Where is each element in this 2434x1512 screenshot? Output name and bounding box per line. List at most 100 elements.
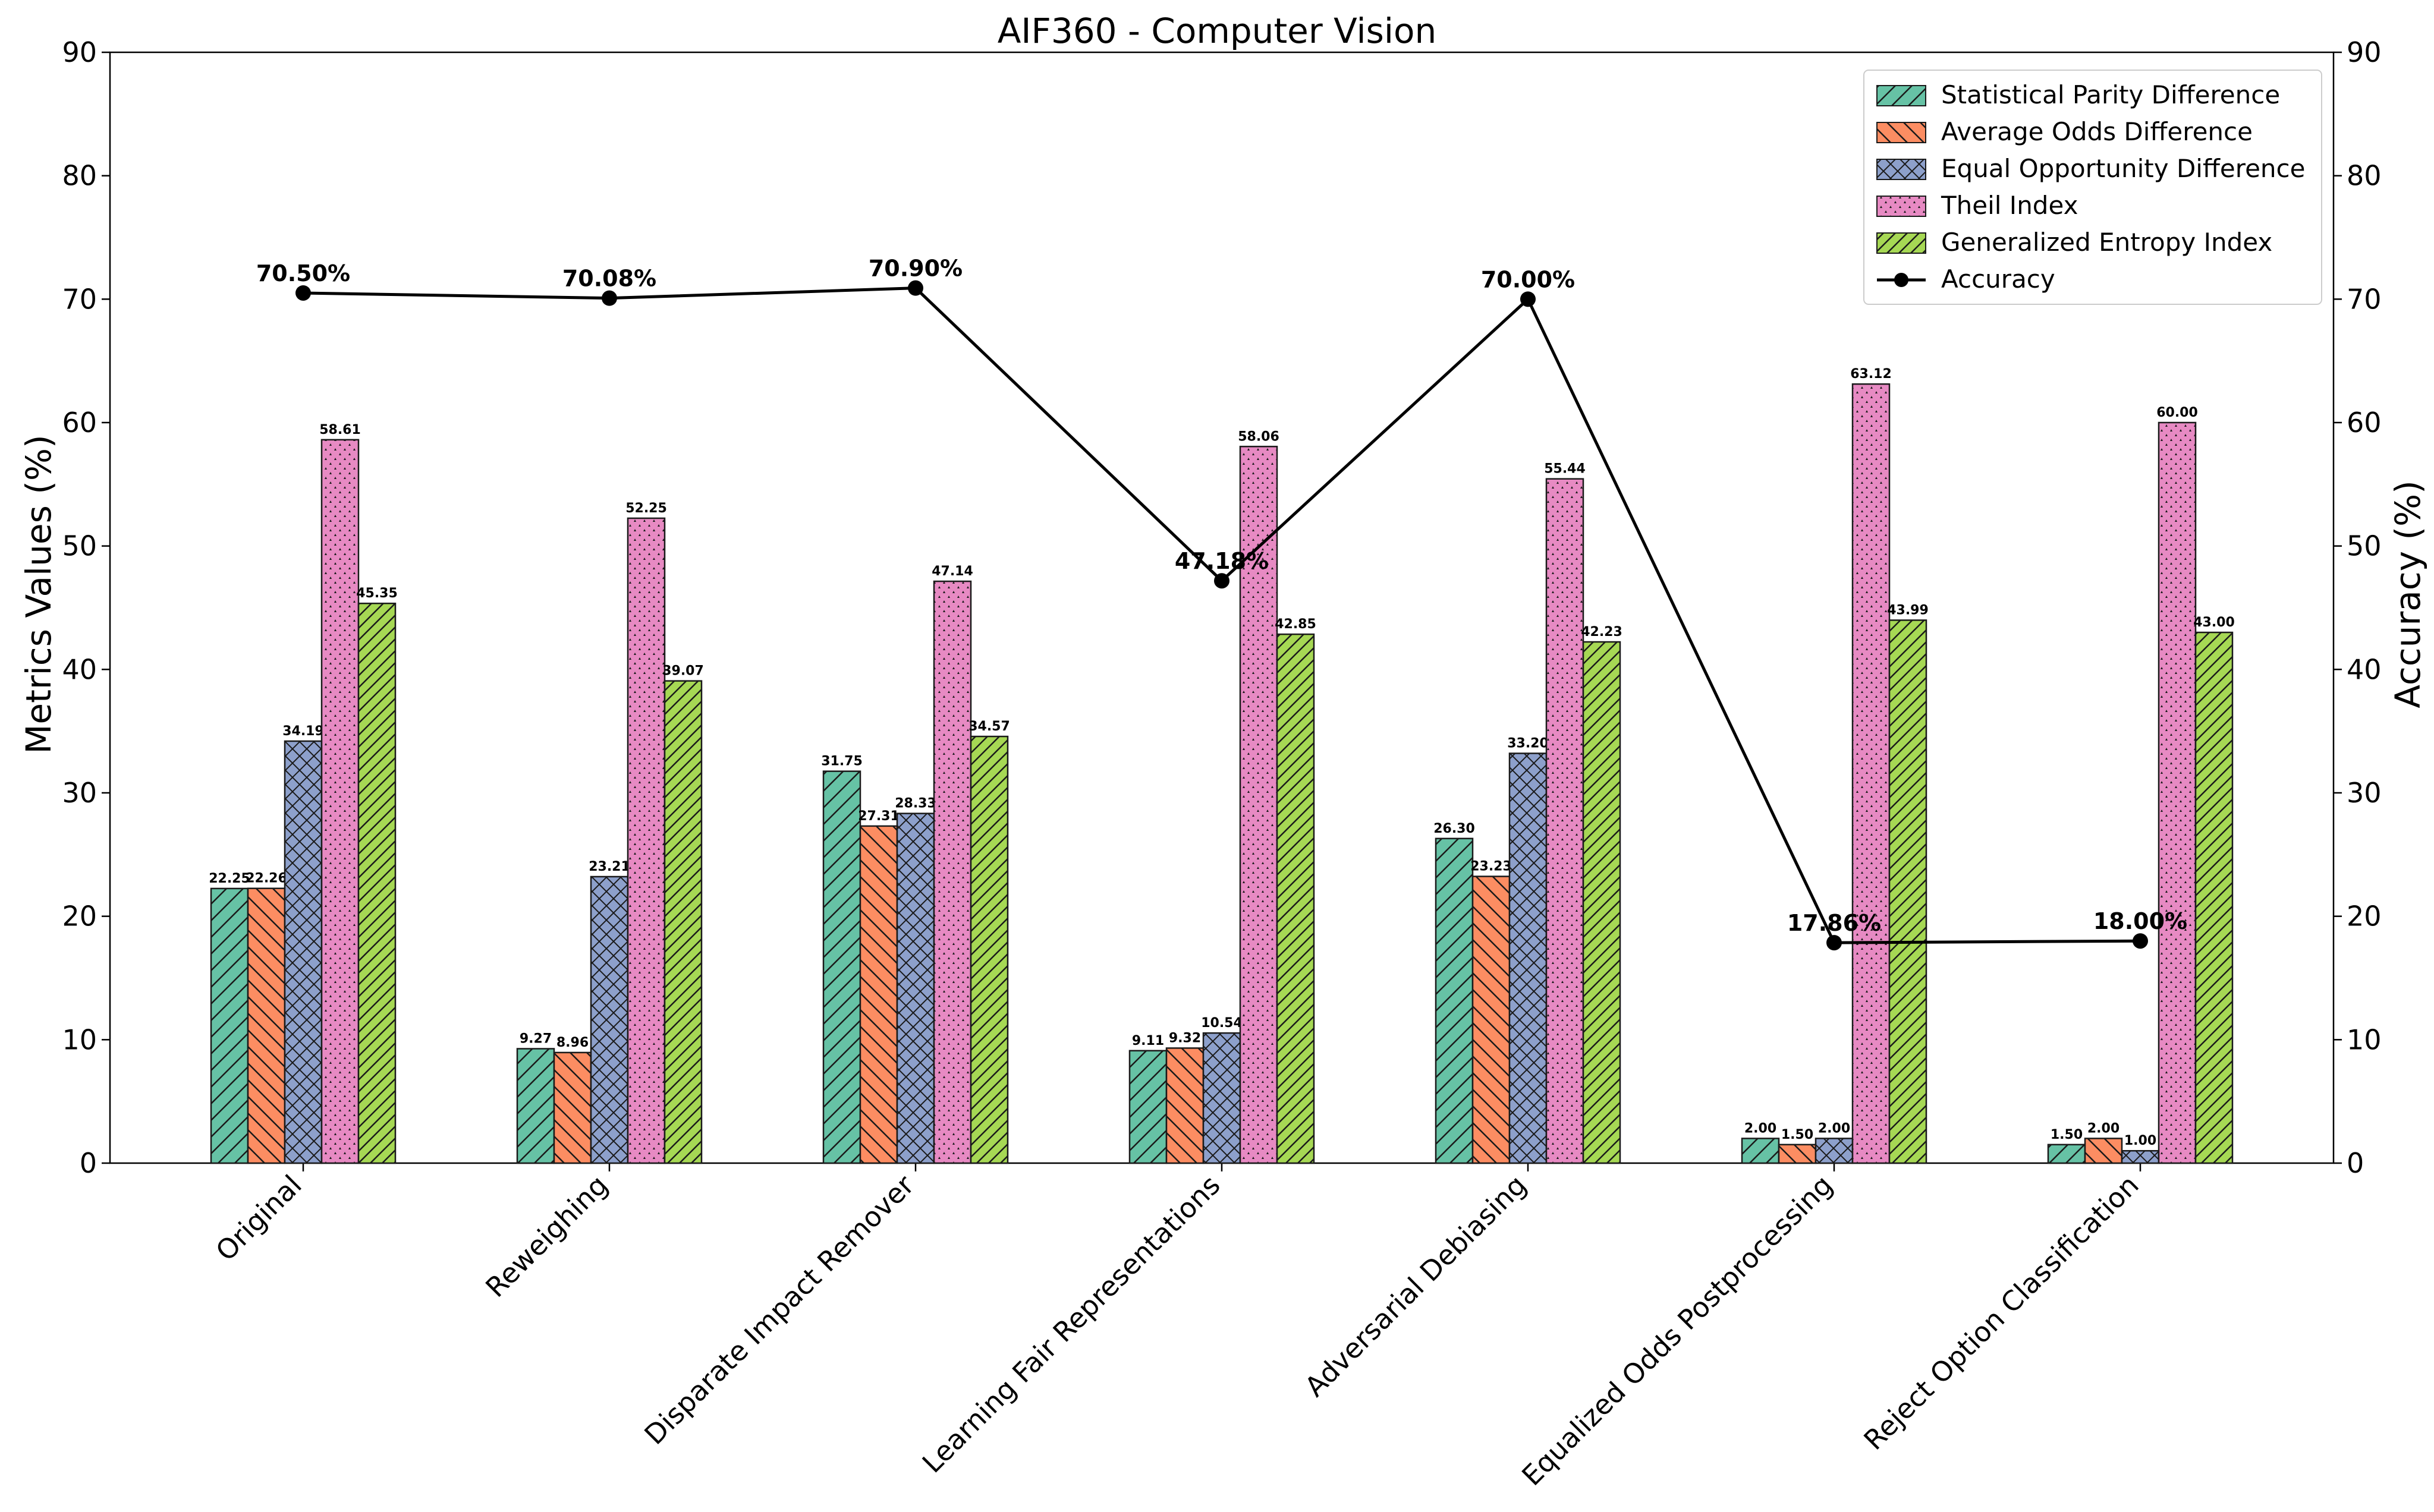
bar-value-label: 2.00 — [1744, 1121, 1776, 1136]
bar — [357, 602, 397, 1164]
bar-value-label: 28.33 — [895, 796, 936, 811]
accuracy-point — [1214, 573, 1229, 589]
y-tick-label: 10 — [62, 1023, 97, 1056]
bar-value-label: 23.21 — [589, 859, 630, 874]
bar-value-label: 34.57 — [968, 719, 1010, 734]
bar-value-label: 43.99 — [1887, 603, 1929, 618]
accuracy-point — [1826, 935, 1842, 951]
bar-value-label: 47.14 — [932, 564, 973, 579]
bar — [1276, 633, 1315, 1164]
bar — [1741, 1138, 1780, 1164]
bar-value-label: 34.19 — [282, 724, 324, 739]
bar — [2047, 1144, 2086, 1164]
legend-entry: Statistical Parity Difference — [1941, 80, 2280, 109]
y2-tick-label: 30 — [2347, 777, 2382, 809]
y-tick-label: 90 — [62, 36, 97, 68]
y2-tick-label: 90 — [2347, 36, 2382, 68]
bar-value-label: 9.27 — [520, 1031, 552, 1046]
bar — [896, 812, 935, 1164]
y-tick-label: 80 — [62, 160, 97, 192]
bar-value-label: 8.96 — [556, 1035, 589, 1050]
bar-value-label: 9.11 — [1132, 1034, 1164, 1048]
x-tick-label: Equalized Odds Postprocessing — [1515, 1169, 1839, 1492]
bar-value-label: 43.00 — [2193, 615, 2235, 630]
legend-swatch — [1876, 122, 1926, 143]
chart-title: AIF360 - Computer Vision — [998, 11, 1437, 51]
bar — [1471, 875, 1511, 1164]
bar-value-label: 1.00 — [2124, 1133, 2156, 1148]
bar-value-label: 2.00 — [2087, 1121, 2119, 1136]
legend-entry: Generalized Entropy Index — [1941, 228, 2272, 257]
y2-tick-label: 20 — [2347, 900, 2382, 933]
y-axis-label: Metrics Values (%) — [18, 434, 59, 754]
bar — [1202, 1032, 1241, 1164]
y-tick-label: 70 — [62, 283, 97, 315]
legend-swatch — [1876, 232, 1926, 254]
y2-tick-label: 10 — [2347, 1023, 2382, 1056]
legend-swatch — [1876, 196, 1926, 217]
accuracy-label: 17.86% — [1787, 910, 1881, 936]
bar-value-label: 1.50 — [2051, 1127, 2083, 1142]
y2-axis-label: Accuracy (%) — [2388, 480, 2428, 708]
bar — [320, 439, 360, 1164]
accuracy-point — [1520, 291, 1536, 307]
accuracy-point — [908, 280, 923, 296]
bar — [284, 740, 323, 1164]
bar — [1128, 1050, 1168, 1164]
bar — [1778, 1144, 1817, 1164]
bar-value-label: 22.25 — [209, 871, 250, 886]
y2-tick-label: 40 — [2347, 653, 2382, 685]
bar-value-label: 26.30 — [1433, 821, 1475, 836]
accuracy-label: 47.18% — [1175, 548, 1269, 574]
x-tick-label: Original — [209, 1169, 307, 1267]
x-tick-label: Reject Option Classification — [1857, 1169, 2144, 1456]
bar-value-label: 39.07 — [662, 664, 704, 679]
bar — [1508, 752, 1548, 1164]
y-tick-label: 20 — [62, 900, 97, 933]
legend-entry: Equal Opportunity Difference — [1941, 154, 2306, 183]
legend-box — [1863, 70, 2322, 305]
legend-line-marker — [1894, 273, 1908, 287]
bar — [1815, 1138, 1854, 1164]
bar — [663, 680, 703, 1164]
y2-tick-label: 80 — [2347, 160, 2382, 192]
legend-entry: Theil Index — [1941, 191, 2078, 220]
legend-entry: Accuracy — [1941, 264, 2055, 294]
bar — [590, 875, 629, 1164]
y2-tick-label: 50 — [2347, 530, 2382, 562]
bar — [210, 887, 249, 1164]
bar-value-label: 2.00 — [1818, 1121, 1850, 1136]
bar — [1435, 837, 1474, 1164]
bar-value-label: 60.00 — [2156, 405, 2198, 420]
bar — [627, 517, 666, 1164]
y2-tick-label: 0 — [2347, 1147, 2364, 1179]
bar-value-label: 23.23 — [1470, 859, 1512, 874]
accuracy-label: 70.90% — [869, 256, 963, 282]
accuracy-point — [2133, 933, 2148, 949]
y-tick-label: 30 — [62, 777, 97, 809]
x-tick-label: Reweighing — [479, 1169, 614, 1304]
accuracy-point — [602, 290, 617, 306]
bar — [970, 735, 1009, 1164]
bar — [2158, 421, 2197, 1164]
y2-tick-label: 70 — [2347, 283, 2382, 315]
y-tick-label: 0 — [80, 1147, 97, 1179]
legend-entry: Average Odds Difference — [1941, 117, 2253, 146]
bar-value-label: 55.44 — [1544, 462, 1586, 477]
bar-value-label: 22.26 — [246, 871, 287, 886]
bar — [2194, 631, 2234, 1164]
bar — [1851, 383, 1891, 1164]
bar — [1165, 1047, 1205, 1164]
bar — [247, 887, 286, 1164]
bar-value-label: 1.50 — [1781, 1127, 1813, 1142]
accuracy-label: 70.50% — [256, 260, 350, 286]
accuracy-point — [295, 285, 311, 301]
legend-swatch — [1876, 85, 1926, 106]
bar-value-label: 33.20 — [1507, 736, 1549, 751]
accuracy-label: 18.00% — [2093, 908, 2187, 934]
y2-tick-label: 60 — [2347, 407, 2382, 439]
y-tick-label: 40 — [62, 653, 97, 685]
bar — [859, 825, 898, 1164]
bar-value-label: 31.75 — [821, 754, 863, 769]
